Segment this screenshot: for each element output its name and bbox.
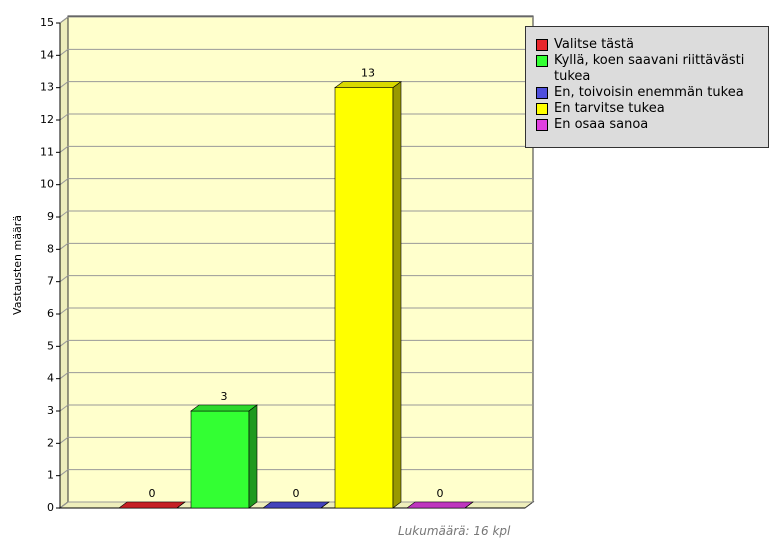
grid-line bbox=[59, 242, 69, 250]
legend: Valitse tästä Kyllä, koen saavani riittäv… bbox=[525, 26, 769, 148]
grid-line bbox=[59, 48, 69, 56]
grid-line bbox=[59, 501, 69, 509]
bar-top bbox=[190, 404, 258, 412]
bar bbox=[334, 81, 402, 509]
value-label: 0 bbox=[293, 487, 300, 500]
y-tick-label: 11 bbox=[40, 145, 54, 158]
legend-label: En osaa sanoa bbox=[554, 117, 649, 132]
bar-top bbox=[118, 501, 186, 509]
legend-item: En tarvitse tukea bbox=[536, 101, 762, 117]
bar-side bbox=[176, 501, 186, 509]
back-wall bbox=[67, 15, 534, 503]
value-label: 3 bbox=[221, 390, 228, 403]
y-tick-label: 9 bbox=[47, 210, 54, 223]
legend-label: En tarvitse tukea bbox=[554, 101, 665, 116]
bar bbox=[406, 501, 474, 509]
grid-line bbox=[59, 145, 69, 153]
y-tick-label: 2 bbox=[47, 436, 54, 449]
bar bbox=[262, 501, 330, 509]
bar-side bbox=[320, 501, 330, 509]
legend-item: En, toivoisin enemmän tukea bbox=[536, 85, 762, 101]
grid-line bbox=[59, 275, 69, 283]
y-tick-label: 7 bbox=[47, 275, 54, 288]
y-tick-label: 8 bbox=[47, 242, 54, 255]
y-tick-label: 10 bbox=[40, 178, 54, 191]
y-tick-label: 13 bbox=[40, 81, 54, 94]
legend-item: En osaa sanoa bbox=[536, 117, 762, 133]
legend-swatch bbox=[536, 39, 548, 51]
bar-front bbox=[190, 410, 250, 509]
legend-swatch bbox=[536, 55, 548, 67]
y-tick-label: 0 bbox=[47, 501, 54, 514]
bar-top bbox=[262, 501, 330, 509]
grid-line bbox=[59, 436, 69, 444]
bar-side bbox=[464, 501, 474, 509]
y-tick-label: 1 bbox=[47, 469, 54, 482]
grid-line bbox=[59, 469, 69, 477]
legend-label: Kyllä, koen saavani riittävästi tukea bbox=[554, 53, 745, 84]
legend-label: Valitse tästä bbox=[554, 37, 634, 52]
y-tick-label: 3 bbox=[47, 404, 54, 417]
grid-line bbox=[59, 113, 69, 121]
legend-swatch bbox=[536, 87, 548, 99]
bar-front bbox=[334, 87, 394, 509]
grid-line bbox=[59, 339, 69, 347]
bar-top bbox=[406, 501, 474, 509]
footnote: Lukumäärä: 16 kpl bbox=[398, 524, 511, 538]
y-axis-label: Vastausten määrä bbox=[11, 215, 24, 315]
legend-item: Valitse tästä bbox=[536, 37, 762, 53]
y-tick-label: 4 bbox=[47, 372, 54, 385]
grid-line bbox=[59, 372, 69, 380]
left-wall bbox=[59, 16, 69, 509]
value-label: 0 bbox=[437, 487, 444, 500]
bar-side bbox=[392, 81, 402, 509]
bar-side bbox=[248, 404, 258, 509]
grid-line bbox=[59, 210, 69, 218]
grid-line bbox=[59, 307, 69, 315]
legend-item: Kyllä, koen saavani riittävästi tukea bbox=[536, 53, 762, 85]
grid-line bbox=[59, 81, 69, 89]
y-tick-label: 14 bbox=[40, 48, 54, 61]
legend-swatch bbox=[536, 103, 548, 115]
y-tick-label: 12 bbox=[40, 113, 54, 126]
grid-line bbox=[59, 16, 69, 24]
grid-line bbox=[59, 178, 69, 186]
grid-line bbox=[59, 404, 69, 412]
y-tick-label: 15 bbox=[40, 16, 54, 29]
bar bbox=[190, 404, 258, 509]
value-label: 0 bbox=[149, 487, 156, 500]
legend-swatch bbox=[536, 119, 548, 131]
bar-top bbox=[334, 81, 402, 88]
bar bbox=[118, 501, 186, 509]
value-label: 13 bbox=[361, 67, 375, 80]
y-tick-label: 6 bbox=[47, 307, 54, 320]
legend-label: En, toivoisin enemmän tukea bbox=[554, 85, 744, 100]
y-tick-label: 5 bbox=[47, 339, 54, 352]
